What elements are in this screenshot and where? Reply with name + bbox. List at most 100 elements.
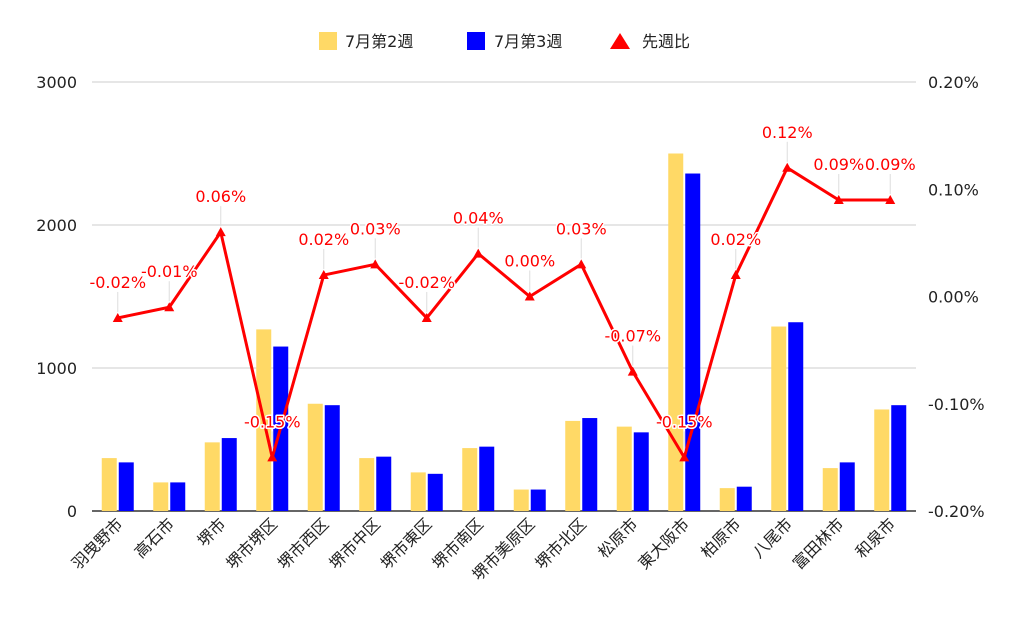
legend-swatch-week3 [467,32,485,50]
data-labels: -0.02%-0.01%0.06%-0.15%0.02%0.03%-0.02%0… [88,121,917,452]
bars [101,153,907,511]
bar-week3 [839,462,855,511]
line-change [117,166,891,459]
bar-week2 [204,442,220,511]
x-tick-label: 堺市堺区 [222,514,281,573]
line-point [267,452,278,462]
x-tick-label: 八尾市 [749,514,796,561]
bar-week2 [616,426,632,511]
y-tick-label-right: 0.10% [928,180,979,199]
bar-week3 [324,405,340,511]
legend-label-week3: 7月第3週 [494,32,562,51]
x-tick-label: 堺市東区 [377,514,436,573]
bar-week2 [307,403,323,511]
bar-week2 [565,420,581,511]
bar-week2 [101,458,117,511]
line-point [679,452,690,462]
legend-swatch-week2 [319,32,337,50]
data-label: 0.02% [298,230,349,249]
line-point [524,291,535,301]
y-tick-label-left: 2000 [36,216,77,235]
bar-week3 [633,432,649,511]
data-label: -0.01% [141,262,198,281]
line-point [576,259,587,269]
bar-week3 [170,482,186,511]
data-label: 0.04% [453,209,504,228]
legend-label-week2: 7月第2週 [345,32,413,51]
data-label: 0.12% [762,123,813,142]
line-point [833,194,844,204]
x-tick-label: 堺市 [194,514,230,550]
line-point [318,270,329,280]
data-label: -0.07% [604,327,661,346]
bar-week3 [427,473,443,511]
legend-marker-change [610,33,630,49]
y-axis-right: 0.20% 0.10% 0.00% -0.10% -0.20% [928,73,985,521]
bar-week3 [479,446,495,511]
bar-week3 [788,322,804,511]
bar-week3 [221,438,237,511]
line-point [730,270,741,280]
bar-week2 [719,488,735,511]
y-tick-label-right: -0.20% [928,502,985,521]
bar-week2 [359,458,375,511]
x-tick-label: 堺市北区 [531,514,590,573]
data-label: 0.09% [813,155,864,174]
bar-week3 [530,489,546,511]
line-point [421,312,432,322]
line-point [215,227,226,237]
y-tick-label-right: 0.00% [928,288,979,307]
bar-week2 [771,326,787,511]
bar-week2 [410,472,426,511]
bar-week2 [668,153,684,511]
line-point [370,259,381,269]
bar-week2 [874,409,890,511]
bar-week3 [685,173,701,511]
bar-week3 [582,418,598,511]
x-tick-label: 東大阪市 [634,514,693,573]
y-tick-label-right: 0.20% [928,73,979,92]
bar-week3 [376,456,392,511]
line-point [112,312,123,322]
bar-week3 [736,486,752,511]
data-label: 0.02% [710,230,761,249]
data-label: 0.06% [195,187,246,206]
data-label: -0.15% [656,412,713,431]
bar-week3 [891,405,907,511]
legend-label-change: 先週比 [642,32,690,51]
line-point [627,366,638,376]
legend: 7月第2週 7月第3週 先週比 [319,32,690,51]
data-label: 0.03% [556,219,607,238]
line-point [473,248,484,258]
x-tick-label: 堺市西区 [274,514,333,573]
line-series [112,162,896,462]
y-axis-left: 3000 2000 1000 0 [36,73,77,521]
x-tick-label: 羽曳野市 [68,514,127,573]
x-tick-label: 富田林市 [789,514,848,573]
data-label: -0.15% [244,412,301,431]
bar-week3 [118,462,134,511]
y-tick-label-left: 3000 [36,73,77,92]
x-tick-label: 高石市 [131,514,178,561]
data-label: 0.00% [504,252,555,271]
data-label: -0.02% [89,273,146,292]
y-tick-label-left: 0 [67,502,77,521]
x-tick-label: 和泉市 [852,514,899,561]
bar-week2 [822,468,838,511]
y-tick-label-left: 1000 [36,359,77,378]
bar-week2 [462,448,478,511]
data-label: -0.02% [398,273,455,292]
line-point [782,162,793,172]
data-label: 0.09% [865,155,916,174]
x-tick-label: 堺市中区 [325,514,384,573]
line-point [885,194,896,204]
x-tick-label: 松原市 [594,514,641,561]
x-tick-label: 柏原市 [697,514,744,561]
bar-week2 [513,489,529,511]
y-tick-label-right: -0.10% [928,395,985,414]
line-point [164,302,175,312]
bar-week2 [153,482,169,511]
data-label: 0.03% [350,219,401,238]
